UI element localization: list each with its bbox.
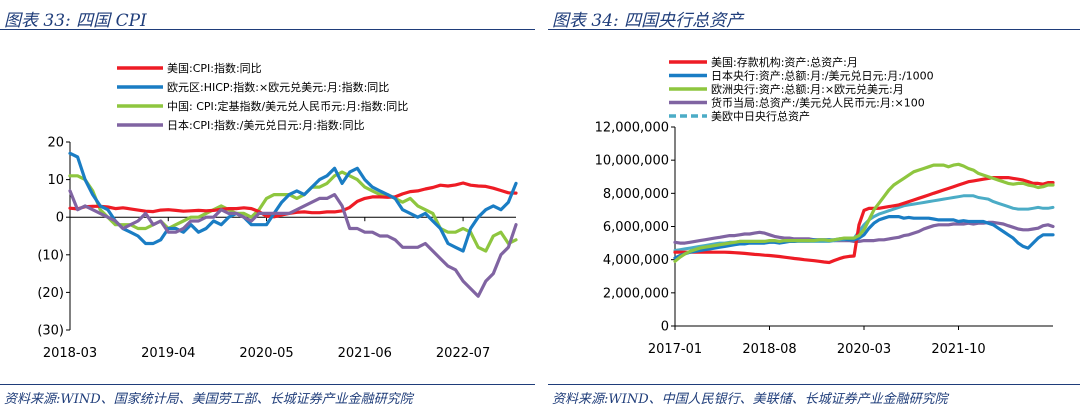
legend-label-eu: 欧元区:HICP:指数:×欧元兑美元:月:指数:同比 [167,80,389,94]
x-tick-label: 2020-05 [239,346,293,361]
y-tick-label: 10,000,000 [595,154,669,169]
y-tick-label: 6,000,000 [603,220,669,235]
source-note-cpi: 资料来源:WIND、国家统计局、美国劳工部、长城证券产业金融研究院 [4,392,413,407]
legend-label-cn: 中国: CPI:定基指数/美元兑人民币元:月:指数:同比 [167,99,408,113]
legend-label-eu: 欧洲央行:资产:总额:月:×欧元兑美元:月 [711,82,904,96]
title-rule [0,29,535,30]
y-tick-label: 2,000,000 [603,286,669,301]
y-tick-label: 10 [47,173,64,188]
series-line-eu [68,151,518,253]
y-tick-label: 20 [47,136,64,151]
x-tick-label: 2021-06 [338,346,392,361]
x-tick-label: 2020-03 [837,342,891,357]
y-tick-label: 8,000,000 [603,187,669,202]
y-tick-label: 0 [661,320,669,335]
chart-title-assets: 图表 34: 四国央行总资产 [552,11,744,31]
series-line-jp [673,215,1055,260]
source-note-assets: 资料来源:WIND、中国人民银行、美联储、长城证券产业金融研究院 [552,392,948,407]
title-rule [548,29,1080,30]
chart-panel-cpi: 图表 33: 四国 CPI 20 10 0 (10) (20) (30) 2018-03 20… [0,0,535,411]
x-tick-label: 2017-01 [648,342,702,357]
legend-label-us: 美国:CPI:指数:同比 [167,61,262,75]
source-rule [0,384,535,385]
x-tick-label: 2021-10 [931,342,985,357]
legend-label-us: 美国:存款机构:资产:总资产:月 [711,55,858,69]
cpi-chart: 20 10 0 (10) (20) (30) 2018-03 2019-04 2020-05 20… [37,61,518,361]
x-tick-label: 2022-07 [436,346,490,361]
y-tick-label: (10) [37,248,64,263]
x-tick-label: 2018-08 [742,342,796,357]
series-line-us [673,176,1055,265]
series-line-eu [673,162,1055,263]
legend-label-total: 美欧中日央行总资产 [711,109,810,123]
legend-label-jp: 日本:CPI:指数:/美元兑日元:月:指数:同比 [167,118,365,132]
series-line-jp [68,189,518,298]
y-tick-label: (20) [37,286,64,301]
chart-title-cpi: 图表 33: 四国 CPI [4,11,147,31]
x-tick-label: 2018-03 [43,346,97,361]
x-tick-label: 2019-04 [141,346,195,361]
y-tick-label: (30) [37,324,64,339]
y-tick-label: 12,000,000 [595,121,669,136]
legend-label-cn: 货币当局:总资产:/美元兑人民币元:月:×100 [711,96,925,110]
y-tick-label: 0 [56,211,64,226]
y-tick-label: 4,000,000 [603,253,669,268]
central-bank-assets-chart: 0 2,000,000 4,000,000 6,000,000 8,000,000 10,… [595,55,1055,357]
source-rule [548,384,1080,385]
chart-panel-assets: 图表 34: 四国央行总资产 0 2,000,000 4,000,000 6,000,… [548,0,1080,411]
legend-label-jp: 日本央行:资产:总额:月:/美元兑日元:月:/1000 [711,69,934,83]
